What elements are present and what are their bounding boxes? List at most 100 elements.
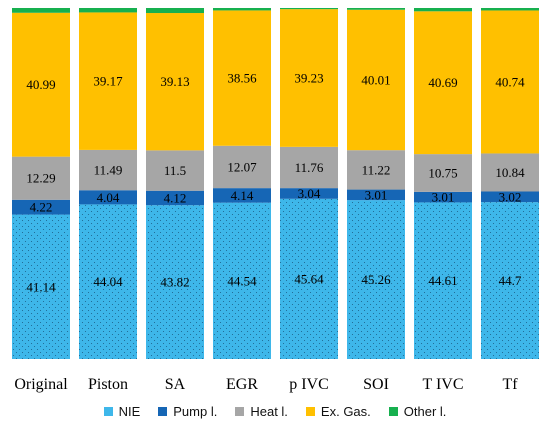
bar-segment-nie-soi — [347, 200, 405, 359]
data-label: 12.07 — [227, 159, 257, 174]
bar-segment-nie-piston — [79, 204, 137, 359]
bar-segment-nie-tf — [481, 202, 539, 359]
data-label: 3.01 — [432, 190, 455, 205]
bar-segment-nie-egr — [213, 202, 271, 359]
legend-item: Pump l. — [158, 404, 217, 419]
bar-segment-pump-l-t-ivc — [414, 191, 472, 203]
data-label: 39.17 — [93, 74, 123, 89]
data-label: 3.01 — [365, 187, 388, 202]
bar-segment-heat-l-t-ivc — [414, 154, 472, 192]
bar-segment-ex-gas-sa — [146, 13, 204, 151]
bar-segment-pump-l-original — [12, 199, 70, 215]
legend-item: Ex. Gas. — [305, 403, 371, 419]
legend-swatch — [388, 406, 398, 416]
bar-segment-other-l-egr — [213, 8, 271, 11]
bar-segment-ex-gas-soi — [347, 9, 405, 151]
category-tick-label: Original — [14, 376, 68, 393]
bar-segment-pump-l-egr — [213, 188, 271, 203]
bar-segment-pump-l-tf — [481, 191, 539, 203]
bar-segment-other-l-tf — [481, 8, 539, 11]
data-label: 45.26 — [361, 272, 391, 287]
bar-segment-heat-l-tf — [481, 153, 539, 192]
data-label: 44.7 — [499, 273, 522, 288]
data-label: 39.13 — [160, 74, 189, 89]
bar-segment-nie-original — [12, 214, 70, 359]
category-tick-label: Piston — [88, 376, 128, 393]
legend-label: Ex. Gas. — [320, 403, 371, 419]
data-label: 40.74 — [495, 74, 525, 89]
data-label: 43.82 — [160, 275, 189, 290]
bar-segment-ex-gas-t-ivc — [414, 11, 472, 155]
data-label: 11.76 — [295, 160, 324, 175]
bar-segment-other-l-p-ivc — [280, 8, 338, 10]
data-label: 41.14 — [26, 279, 56, 294]
category-tick-label: SOI — [363, 376, 389, 393]
data-label: 44.61 — [428, 273, 457, 288]
legend-swatch — [158, 406, 168, 416]
bar-segment-heat-l-sa — [146, 150, 204, 191]
bar-segment-pump-l-soi — [347, 189, 405, 201]
bar-segment-ex-gas-tf — [481, 10, 539, 154]
legend-label: Pump l. — [173, 403, 218, 419]
data-label: 45.64 — [294, 271, 324, 286]
data-label: 11.22 — [362, 162, 391, 177]
data-label: 4.22 — [30, 200, 53, 215]
category-tick-label: p IVC — [289, 376, 329, 393]
legend-swatch — [235, 406, 245, 416]
category-tick-label: T IVC — [422, 376, 463, 393]
data-label: 10.84 — [495, 165, 525, 180]
bar-segment-other-l-original — [12, 8, 70, 13]
bar-segment-heat-l-egr — [213, 145, 271, 189]
bar-segment-other-l-soi — [347, 8, 405, 10]
bar-segment-heat-l-p-ivc — [280, 146, 338, 189]
data-label: 3.04 — [298, 186, 321, 201]
legend: NIE Pump l. Heat l. Ex. Gas. Other l. — [0, 398, 550, 424]
data-label: 44.04 — [93, 274, 123, 289]
data-label: 4.14 — [231, 188, 254, 203]
category-tick-label: Tf — [502, 376, 518, 393]
legend-swatch — [103, 406, 113, 416]
data-label: 38.56 — [227, 71, 257, 86]
bar-segment-ex-gas-piston — [79, 12, 137, 150]
category-axis: Original Piston SA EGR p IVC SOI T IVC Tf — [14, 376, 518, 393]
data-label: 4.04 — [97, 190, 120, 205]
legend-label: Other l. — [403, 403, 447, 419]
chart-plot: 41.14 4.22 12.29 40.99 44.04 4.04 11.49 39.17 43… — [12, 8, 539, 393]
legend-item: NIE — [103, 403, 141, 419]
data-label: 11.5 — [164, 163, 186, 178]
bar-segment-ex-gas-original — [12, 12, 70, 157]
bar-segment-pump-l-piston — [79, 190, 137, 205]
data-label: 40.99 — [26, 77, 55, 92]
bar-segment-nie-sa — [146, 205, 204, 359]
bar-segment-ex-gas-egr — [213, 10, 271, 146]
legend-label: Heat l. — [250, 403, 288, 419]
data-label: 40.69 — [428, 75, 457, 90]
data-label: 3.02 — [499, 189, 522, 204]
legend-item: Other l. — [388, 403, 447, 419]
category-tick-label: EGR — [226, 376, 258, 393]
bar-segment-other-l-piston — [79, 8, 137, 13]
bar-segment-other-l-t-ivc — [414, 8, 472, 12]
data-label: 11.49 — [94, 163, 123, 178]
data-label: 40.01 — [361, 72, 390, 87]
bar-segment-heat-l-original — [12, 156, 70, 200]
legend-label: NIE — [118, 403, 141, 419]
data-label: 10.75 — [428, 165, 457, 180]
bar-segment-other-l-sa — [146, 8, 204, 14]
data-label: 44.54 — [227, 273, 257, 288]
data-labels-layer: 41.14 4.22 12.29 40.99 44.04 4.04 11.49 39.17 43… — [26, 71, 525, 295]
data-label: 12.29 — [26, 171, 55, 186]
data-label: 39.23 — [294, 71, 323, 86]
legend-item: Heat l. — [235, 404, 288, 419]
bar-segment-pump-l-sa — [146, 190, 204, 206]
legend-swatch — [305, 406, 315, 416]
bar-segment-nie-t-ivc — [414, 202, 472, 359]
bars-layer — [12, 8, 539, 359]
bar-segment-heat-l-piston — [79, 149, 137, 191]
bar-segment-heat-l-soi — [347, 150, 405, 190]
bar-segment-ex-gas-p-ivc — [280, 9, 338, 147]
category-tick-label: SA — [165, 376, 186, 393]
bar-segment-pump-l-p-ivc — [280, 188, 338, 199]
data-label: 4.12 — [164, 190, 187, 205]
